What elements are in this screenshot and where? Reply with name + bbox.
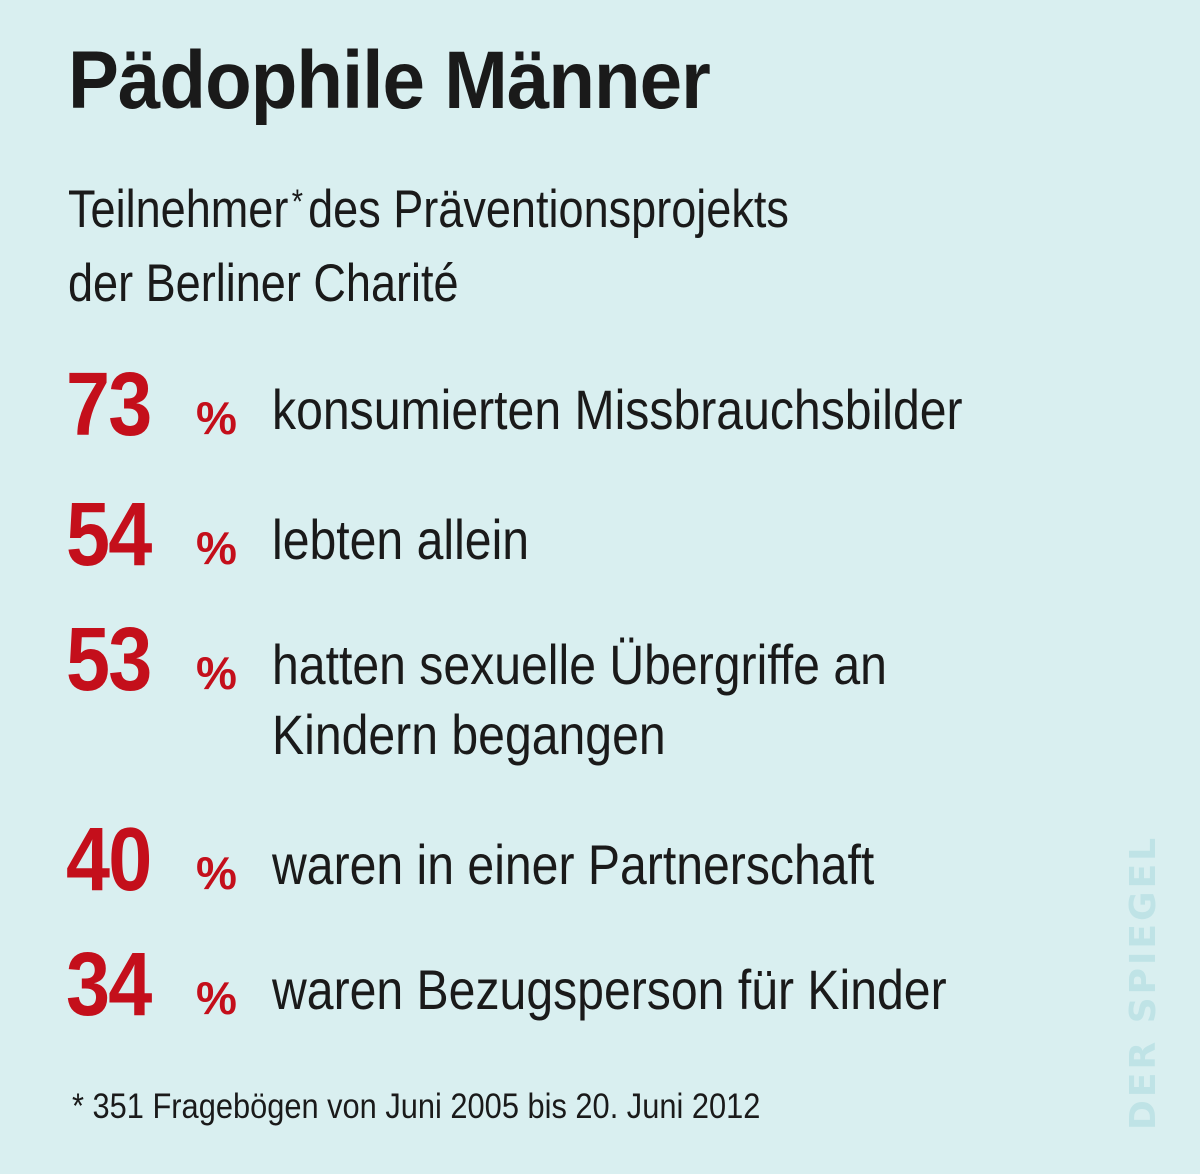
subtitle-line-2: der Berliner Charité (68, 254, 459, 313)
page-title: Pädophile Männer (68, 35, 711, 126)
stat-value: 53 (66, 610, 152, 710)
stat-value: 34 (66, 935, 152, 1035)
stat-unit: % (196, 392, 237, 444)
stat-label: hatten sexuelle Übergriffe an (272, 633, 887, 696)
stat-label-continued: Kindern begangen (272, 703, 666, 766)
subtitle-line-1: Teilnehmer*des Präventionsprojekts (68, 165, 789, 247)
stat-label: waren Bezugsperson für Kinder (272, 958, 947, 1021)
stat-unit: % (196, 972, 237, 1024)
stat-label: konsumierten Missbrauchsbilder (272, 378, 963, 441)
stat-label: lebten allein (272, 508, 530, 571)
footnote-marker: * (291, 183, 303, 221)
stat-label: waren in einer Partnerschaft (272, 833, 875, 896)
footnote: * 351 Fragebögen von Juni 2005 bis 20. J… (72, 1087, 761, 1126)
stat-unit: % (196, 522, 237, 574)
subtitle-rest: des Präventionsprojekts (308, 180, 789, 239)
subtitle-word: Teilnehmer (68, 180, 289, 239)
stat-value: 73 (66, 355, 152, 455)
stat-value: 54 (66, 485, 152, 585)
subtitle: Teilnehmer*des Präventionsprojekts der B… (68, 165, 789, 321)
stat-unit: % (196, 647, 237, 699)
stat-value: 40 (66, 810, 152, 910)
publisher-logo: DER SPIEGEL (1123, 834, 1164, 1130)
stat-unit: % (196, 847, 237, 899)
